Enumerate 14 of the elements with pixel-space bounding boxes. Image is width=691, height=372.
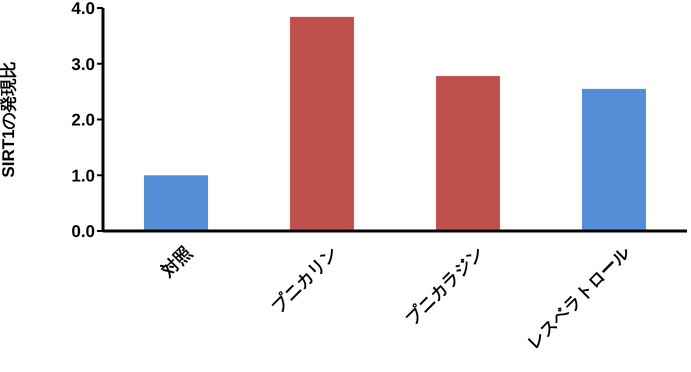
x-tick-label: プニカラジン <box>402 242 488 328</box>
bar <box>436 76 500 231</box>
bar <box>290 16 354 231</box>
y-tick-label: 4.0 <box>71 0 95 18</box>
x-tick-label: プニカリン <box>268 242 342 316</box>
y-axis-title: SIRT1の発現比 <box>0 61 18 178</box>
y-tick-label: 2.0 <box>71 110 95 130</box>
x-tick-label: 対照 <box>157 242 196 282</box>
y-tick-label: 0.0 <box>71 222 95 242</box>
x-tick-label: レスベラトロール <box>524 242 634 352</box>
bar <box>582 88 646 231</box>
y-tick-label: 1.0 <box>71 166 95 186</box>
y-tick-label: 3.0 <box>71 54 95 74</box>
bar <box>144 175 208 231</box>
